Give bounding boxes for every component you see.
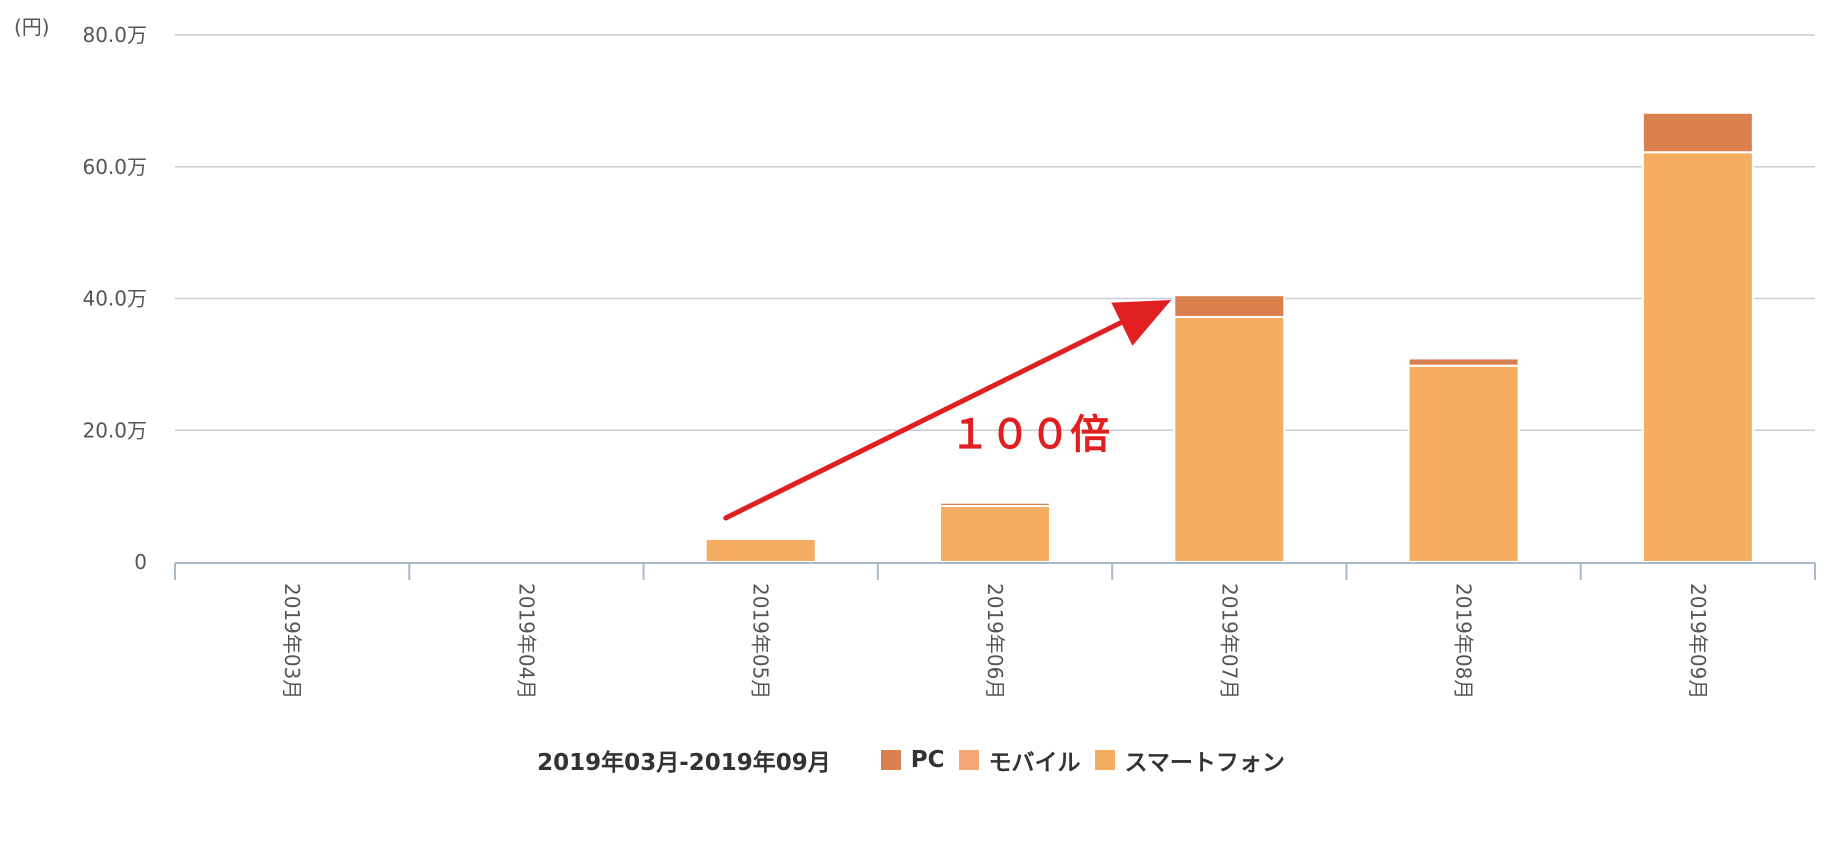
y-axis: 0 20.0万 40.0万 60.0万 80.0万 [82, 23, 147, 574]
x-tick-label: 2019年08月 [1452, 583, 1476, 699]
legend-item: PC [880, 747, 945, 773]
bar-segment [939, 505, 1051, 564]
legend-swatch [958, 750, 979, 770]
y-unit-label: (円) [14, 15, 50, 39]
legend-item: モバイル [958, 743, 1081, 777]
legend-swatch [1094, 750, 1115, 770]
x-tick-label: 2019年09月 [1686, 583, 1710, 699]
x-tick-label: 2019年05月 [749, 583, 773, 699]
bar-segment [1173, 294, 1286, 318]
legend-label: スマートフォン [1124, 750, 1285, 776]
y-tick-label: 0 [134, 550, 147, 574]
annotation-arrow-shaft [723, 317, 1129, 521]
x-tick-label: 2019年03月 [280, 583, 304, 699]
gridlines [175, 34, 1815, 431]
legend-label: モバイル [988, 750, 1081, 776]
x-axis: 2019年03月 2019年04月 2019年05月 2019年06月 2019年07月… [174, 562, 1816, 699]
bar-segment [1407, 357, 1520, 367]
legend-items: PC モバイル スマートフォン [880, 743, 1299, 777]
bar-segment [1641, 111, 1754, 154]
bar-segment [704, 537, 817, 563]
legend-label: PC [910, 747, 945, 773]
bars [704, 111, 1754, 564]
annotation-arrow-head [1111, 300, 1172, 346]
legend-item: スマートフォン [1094, 743, 1285, 777]
y-tick-label: 20.0万 [82, 418, 147, 442]
y-tick-label: 60.0万 [82, 155, 147, 179]
bar-segment [1641, 151, 1754, 563]
x-tick-label: 2019年06月 [983, 583, 1007, 699]
legend-title: 2019年03月-2019年09月 [537, 750, 831, 776]
x-tick-label: 2019年04月 [514, 583, 538, 699]
legend: 2019年03月-2019年09月 PC モバイル スマートフォン [0, 742, 1836, 778]
bar-segment [939, 501, 1051, 508]
bar-segment [1407, 364, 1520, 563]
x-tick-label: 2019年07月 [1217, 583, 1241, 699]
bar-segment [1173, 315, 1286, 563]
annotation-text: １００倍 [950, 412, 1110, 458]
legend-swatch [880, 750, 901, 770]
y-tick-label: 80.0万 [82, 23, 147, 47]
annotation: １００倍 [723, 300, 1172, 521]
y-tick-label: 40.0万 [82, 287, 147, 311]
